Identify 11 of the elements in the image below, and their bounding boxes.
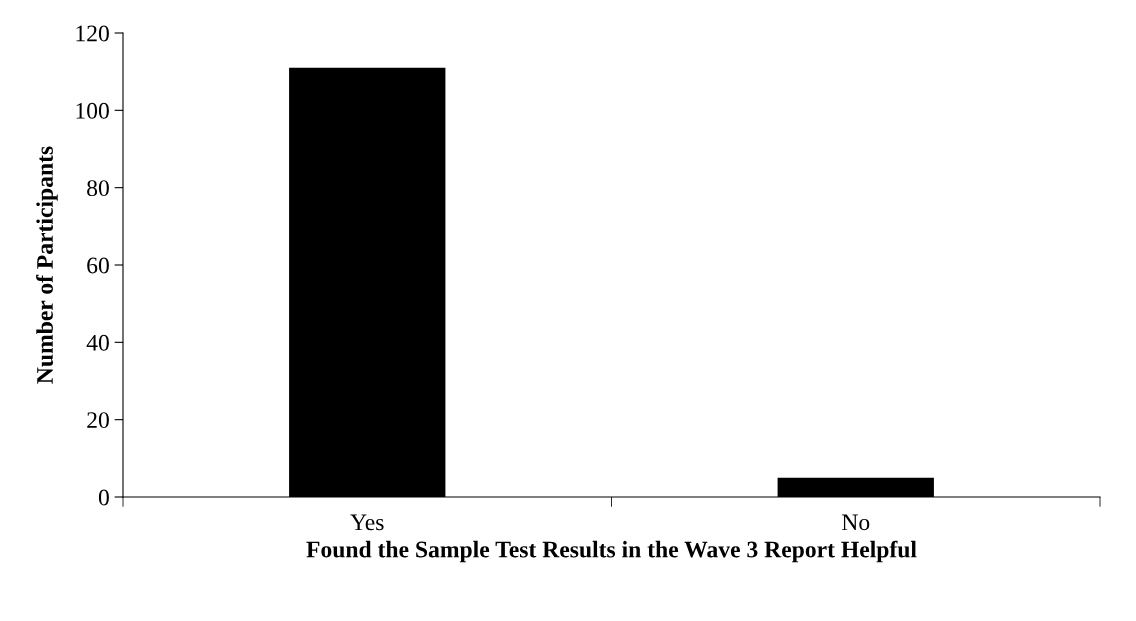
x-tick-label: Yes <box>350 514 384 531</box>
x-tick-label: No <box>842 514 870 531</box>
y-tick-label: 100 <box>76 102 109 119</box>
y-tick-label: 120 <box>76 25 109 42</box>
y-tick-label: 20 <box>87 412 109 429</box>
y-tick-label: 0 <box>98 489 109 506</box>
y-tick-label: 60 <box>87 257 109 274</box>
y-tick-label: 80 <box>87 180 109 197</box>
y-axis-title: Number of Participants <box>36 146 58 384</box>
x-axis-title: Found the Sample Test Results in the Wave 3 Report Helpful <box>306 540 917 563</box>
y-tick-label: 40 <box>86 334 109 351</box>
